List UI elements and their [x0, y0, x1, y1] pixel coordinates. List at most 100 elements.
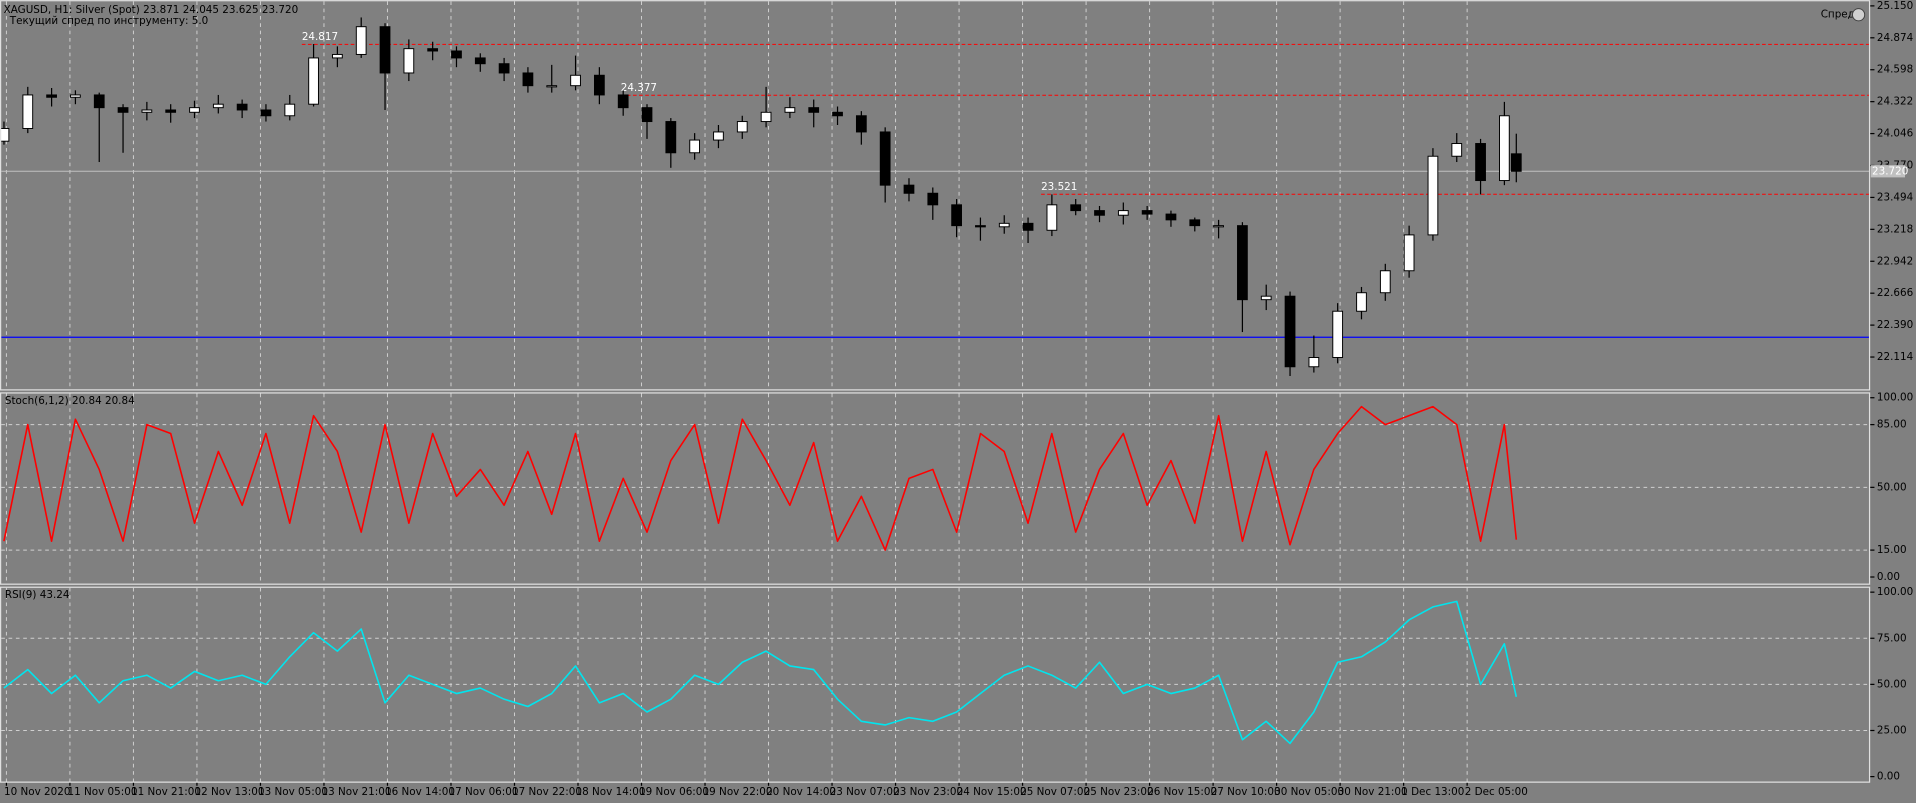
current-price-box: [1870, 165, 1906, 178]
rsi-panel-frame: [0, 586, 1871, 783]
candle-body: [1094, 210, 1105, 216]
candle-body: [760, 111, 772, 123]
y-tick-label: 50.00: [1877, 678, 1907, 690]
candle-body: [1403, 234, 1415, 272]
x-tick-label: 11 Nov 21:00: [131, 786, 201, 798]
y-tick-label: 75.00: [1877, 632, 1907, 644]
x-tick-label: 27 Nov 10:00: [1211, 786, 1281, 798]
x-tick-label: 11 Nov 05:00: [67, 786, 137, 798]
candle-body: [903, 184, 915, 194]
main-panel-frame: [0, 0, 1871, 391]
stoch-legend: Stoch(6,1,2) 20.84 20.84: [5, 395, 135, 407]
y-tick-label: 100.00: [1877, 392, 1913, 404]
candle-body: [1117, 210, 1129, 216]
indicator-line: [3, 405, 1518, 551]
x-tick-label: 17 Nov 06:00: [449, 786, 519, 798]
x-tick-label: 23 Nov 23:00: [893, 786, 963, 798]
y-tick-label: 0.00: [1877, 771, 1900, 783]
candle-body: [1022, 222, 1034, 231]
candle-body: [665, 121, 677, 154]
candle-body: [641, 107, 653, 123]
candle-body: [260, 109, 272, 117]
candle-body: [1475, 143, 1486, 182]
candle-body: [1499, 115, 1510, 182]
candle-body: [0, 127, 10, 142]
y-tick-label: 22.390: [1877, 319, 1913, 331]
level-label: 23.521: [1041, 181, 1077, 193]
y-tick-label: 15.00: [1877, 544, 1907, 556]
candle-body: [1189, 219, 1201, 227]
x-tick-label: 10 Nov 2020: [4, 786, 70, 798]
candle-body: [808, 107, 820, 113]
candle-body: [165, 109, 177, 113]
candle-body: [855, 115, 867, 133]
y-tick-label: 22.114: [1877, 351, 1914, 363]
candle-body: [879, 131, 891, 186]
x-tick-label: 19 Nov 06:00: [639, 786, 709, 798]
y-tick-label: 22.666: [1877, 287, 1913, 299]
candle-body: [22, 94, 34, 129]
current-price-label: 23.720: [1872, 165, 1908, 177]
x-tick-label: 17 Nov 22:00: [512, 786, 582, 798]
candle-body: [141, 109, 153, 113]
y-tick-label: 24.598: [1877, 64, 1913, 76]
candle-body: [713, 131, 724, 141]
y-tick-label: 100.00: [1877, 586, 1913, 598]
rsi-name: RSI(9): [5, 589, 37, 601]
candle-body: [617, 94, 629, 109]
y-tick-label: 24.322: [1877, 96, 1913, 108]
chart-subtitle: Текущий спред по инструменту: 5.0: [9, 15, 209, 27]
candle-body: [1046, 204, 1058, 231]
y-tick-label: 85.00: [1877, 419, 1907, 431]
x-tick-label: 25 Nov 23:00: [1084, 786, 1154, 798]
candle-body: [1165, 213, 1177, 221]
candle-body: [1284, 295, 1296, 368]
candle-body: [93, 94, 105, 109]
candle-body: [355, 26, 367, 55]
x-tick-label: 25 Nov 07:00: [1020, 786, 1090, 798]
candle-body: [1260, 295, 1272, 301]
candle-body: [1213, 225, 1224, 228]
candle-body: [998, 222, 1010, 228]
candle-body: [1308, 357, 1320, 368]
candle-body: [70, 94, 81, 98]
candle-body: [284, 103, 296, 117]
y-tick-label: 24.046: [1877, 128, 1913, 140]
x-tick-label: 13 Nov 21:00: [322, 786, 392, 798]
rsi-legend: RSI(9) 43.24: [5, 589, 70, 601]
x-tick-label: 20 Nov 14:00: [766, 786, 836, 798]
candle-body: [117, 107, 129, 113]
candle-body: [951, 204, 962, 227]
candle-body: [784, 107, 796, 113]
x-tick-label: 16 Nov 14:00: [385, 786, 455, 798]
spread-button[interactable]: Спред: [1821, 9, 1855, 21]
x-tick-label: 18 Nov 14:00: [576, 786, 646, 798]
x-tick-label: 24 Nov 15:00: [957, 786, 1027, 798]
x-tick-label: 30 Nov 21:00: [1338, 786, 1408, 798]
candle-body: [975, 225, 986, 228]
candle-body: [1070, 204, 1082, 212]
candle-body: [1237, 225, 1248, 301]
candle-body: [522, 72, 534, 87]
x-tick-label: 1 Dec 13:00: [1401, 786, 1464, 798]
candle-body: [474, 57, 486, 65]
candle-body: [236, 103, 248, 111]
x-tick-label: 19 Nov 22:00: [703, 786, 773, 798]
candle-body: [570, 74, 581, 87]
spread-icon[interactable]: [1851, 8, 1866, 22]
stoch-signal-value: 20.84: [105, 395, 135, 407]
stoch-panel-frame: [0, 392, 1871, 585]
x-tick-label: 13 Nov 05:00: [258, 786, 328, 798]
candle-body: [308, 57, 319, 105]
candle-body: [832, 111, 843, 117]
rsi-value: 43.24: [40, 589, 70, 601]
candle-body: [593, 74, 605, 96]
y-tick-label: 0.00: [1877, 571, 1900, 583]
candle-body: [689, 139, 701, 154]
candle-body: [379, 26, 391, 74]
y-tick-label: 50.00: [1877, 481, 1907, 493]
candle-body: [403, 48, 415, 74]
